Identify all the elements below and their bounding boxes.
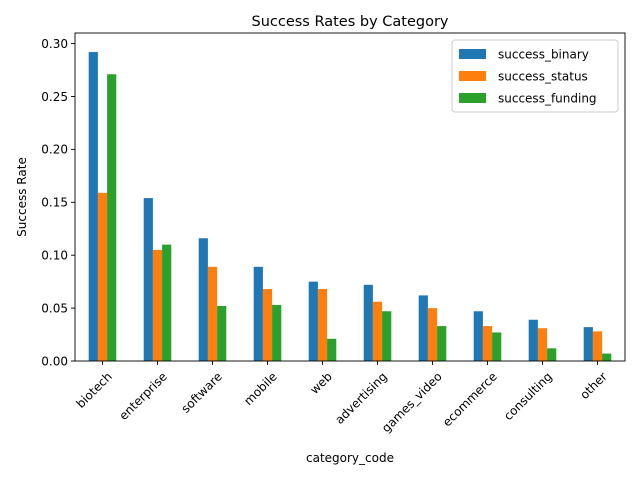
- bar-success_binary-ecommerce: [473, 311, 483, 361]
- x-tick-label-mobile: mobile: [241, 369, 280, 408]
- bar-success_binary-other: [583, 327, 593, 361]
- bar-success_binary-advertising: [363, 284, 373, 361]
- bar-success_funding-ecommerce: [492, 332, 502, 361]
- legend-box: [451, 39, 619, 113]
- x-tick-label-ecommerce: ecommerce: [440, 369, 500, 429]
- y-tick-label: 0.05: [41, 301, 68, 315]
- y-axis: 0.00 0.05 0.10 0.15 0.20 0.25 0.30: [41, 37, 75, 368]
- y-tick-label: 0.25: [41, 90, 68, 104]
- legend-swatch-success_status: [459, 71, 486, 81]
- x-tick-label-consulting: consulting: [501, 369, 555, 423]
- bar-success_status-games_video: [427, 308, 438, 361]
- x-tick-label-web: web: [307, 369, 334, 396]
- bar-success_funding-mobile: [272, 304, 282, 361]
- bar-success_funding-consulting: [547, 348, 557, 361]
- bar-success_status-consulting: [537, 328, 548, 361]
- x-tick-label-software: software: [178, 369, 224, 415]
- y-axis-label: Success Rate: [15, 157, 29, 237]
- legend-label-success_funding: success_funding: [498, 92, 597, 106]
- bar-success_binary-games_video: [418, 295, 428, 361]
- bar-success_status-web: [317, 289, 328, 361]
- y-tick-label: 0.30: [41, 37, 68, 51]
- bar-success_status-biotech: [97, 192, 108, 361]
- legend: success_binary success_status success_fund…: [451, 39, 619, 113]
- bar-success_funding-biotech: [107, 74, 117, 361]
- bar-success_status-other: [592, 331, 603, 361]
- y-tick-label: 0.00: [41, 354, 68, 368]
- chart-title: Success Rates by Category: [251, 14, 448, 30]
- bar-success_binary-mobile: [253, 266, 263, 361]
- bar-success_status-mobile: [262, 289, 273, 361]
- x-axis: biotech enterprise software mobile webadvert…: [73, 361, 610, 435]
- x-tick-label-biotech: biotech: [73, 369, 114, 410]
- bar-success_funding-web: [327, 338, 337, 361]
- legend-swatch-success_binary: [459, 49, 486, 59]
- bar-success_funding-games_video: [437, 326, 447, 361]
- y-tick-label: 0.20: [41, 143, 68, 157]
- bars-group: [88, 52, 612, 362]
- bar-success_status-software: [207, 266, 218, 361]
- x-tick-label-enterprise: enterprise: [116, 369, 169, 422]
- bar-success_binary-consulting: [528, 319, 538, 361]
- bar-success_funding-other: [602, 353, 612, 361]
- bar-success_binary-enterprise: [143, 198, 153, 361]
- y-tick-label: 0.10: [41, 248, 68, 262]
- bar-success_funding-advertising: [382, 311, 392, 361]
- x-tick-label-advertising: advertising: [332, 369, 389, 426]
- bar-success_binary-biotech: [88, 52, 98, 362]
- legend-label-success_status: success_status: [498, 70, 588, 84]
- bar-success_binary-web: [308, 281, 318, 361]
- bar-success_funding-software: [217, 305, 227, 361]
- legend-label-success_binary: success_binary: [498, 48, 589, 62]
- bar-success_funding-enterprise: [162, 244, 172, 361]
- plot-frame: [74, 32, 626, 362]
- bar-success_status-advertising: [372, 301, 383, 361]
- bar-success_status-enterprise: [152, 249, 163, 361]
- legend-swatch-success_funding: [459, 93, 486, 103]
- x-tick-label-other: other: [577, 369, 610, 402]
- bar-success_binary-software: [198, 238, 208, 361]
- bar-success_status-ecommerce: [482, 326, 493, 361]
- x-axis-label: category_code: [306, 451, 394, 465]
- y-tick-label: 0.15: [41, 196, 68, 210]
